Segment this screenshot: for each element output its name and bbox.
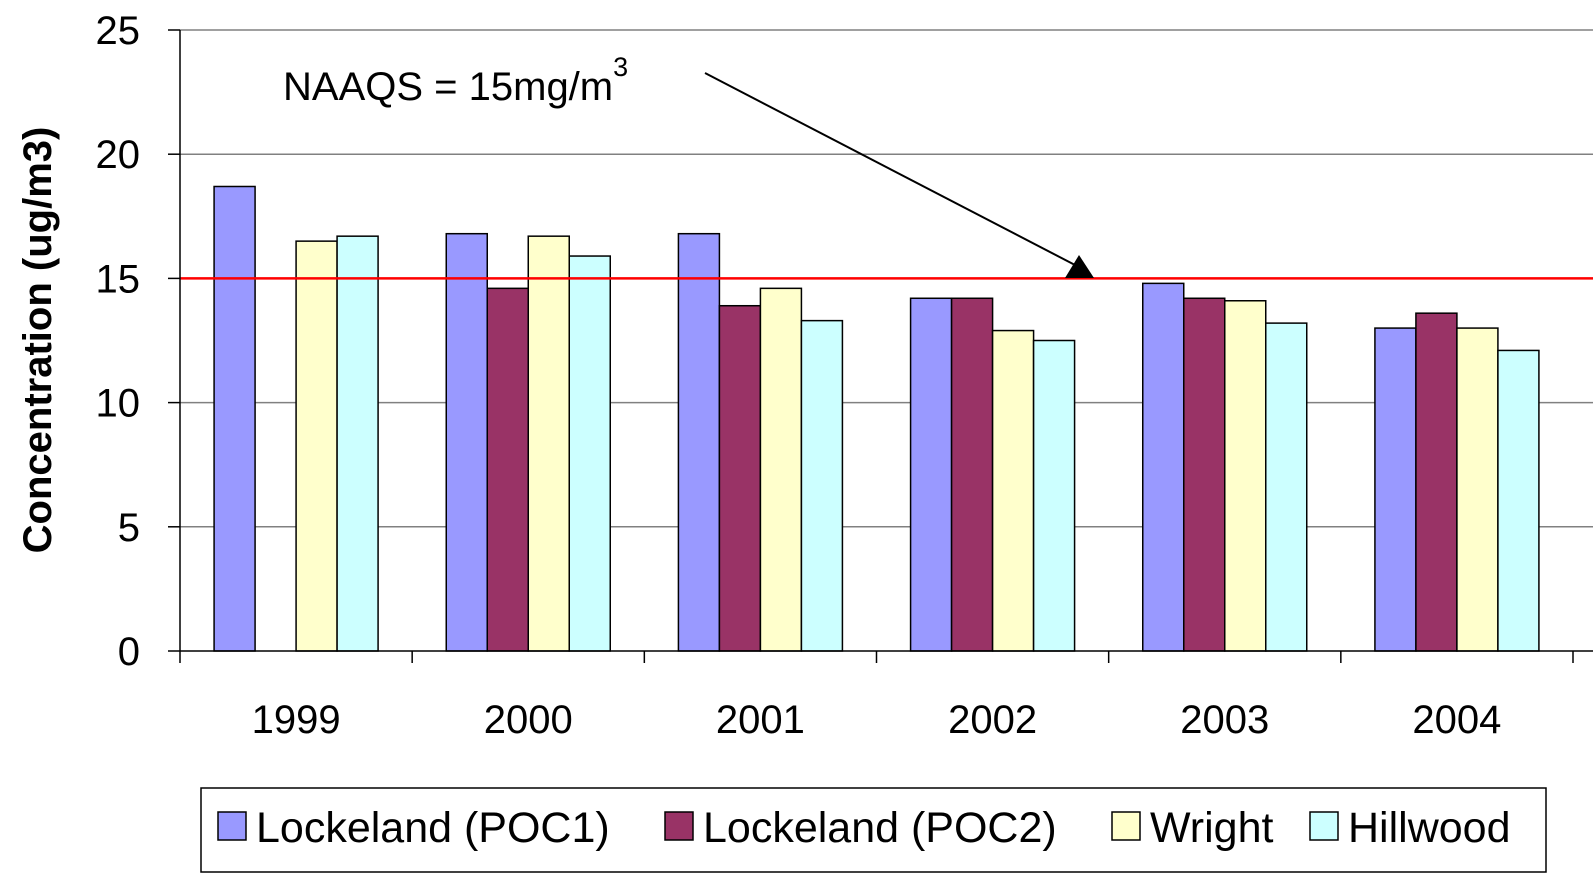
bar <box>759 287 803 652</box>
annotation-arrow-head <box>1065 255 1094 278</box>
naaqs-annotation-text: NAAQS = 15mg/m <box>283 65 613 109</box>
naaqs-annotation-superscript: 3 <box>613 52 628 82</box>
bars <box>213 185 1540 652</box>
legend-label: Lockeland (POC2) <box>703 804 1057 852</box>
bar <box>568 255 611 652</box>
bar <box>1374 327 1417 652</box>
bar <box>486 287 529 652</box>
x-tick-label: 2004 <box>1412 698 1501 742</box>
annotation-arrow-line <box>704 72 1076 266</box>
y-tick-label: 5 <box>118 506 140 550</box>
bar <box>295 240 338 652</box>
y-axis-ticks: 0 5 10 15 20 25 <box>96 9 180 674</box>
bar <box>1456 327 1499 652</box>
x-tick-label: 1999 <box>252 698 341 742</box>
x-tick-label: 2000 <box>484 698 573 742</box>
bar <box>1497 349 1540 652</box>
legend-label: Lockeland (POC1) <box>256 804 610 852</box>
bar <box>800 319 844 652</box>
x-tick-label: 2003 <box>1180 698 1269 742</box>
y-axis-title: Concentration (ug/m3) <box>16 127 60 554</box>
bar <box>1415 312 1458 652</box>
bar <box>527 235 570 652</box>
legend-label: Wright <box>1150 804 1274 852</box>
y-tick-label: 0 <box>118 630 140 674</box>
bar <box>718 304 762 652</box>
bar <box>336 235 379 652</box>
bar <box>991 329 1035 652</box>
bar <box>1142 282 1185 652</box>
legend-swatch <box>1309 811 1339 841</box>
y-tick-label: 20 <box>96 133 141 177</box>
y-tick-label: 15 <box>96 257 141 301</box>
bar <box>1224 300 1267 652</box>
x-axis-ticks: 1999 2000 2001 2002 2003 2004 <box>179 651 1574 742</box>
legend-swatch <box>664 811 694 841</box>
legend: Lockeland (POC1) Lockeland (POC2) Wright Hi… <box>200 787 1547 873</box>
bar <box>677 232 721 652</box>
bar <box>909 297 953 652</box>
bar <box>1183 297 1226 652</box>
naaqs-annotation: NAAQS = 15mg/m3 <box>283 52 628 109</box>
y-tick-label: 10 <box>96 382 141 426</box>
y-tick-label: 25 <box>96 9 141 53</box>
legend-label: Hillwood <box>1348 804 1511 852</box>
legend-swatch <box>1111 811 1141 841</box>
x-tick-label: 2002 <box>948 698 1037 742</box>
x-tick-label: 2001 <box>716 698 805 742</box>
bar <box>213 185 256 652</box>
bar <box>950 297 994 652</box>
bar <box>1032 339 1076 652</box>
legend-swatch <box>217 811 247 841</box>
bar <box>1265 322 1308 652</box>
bar <box>445 232 488 652</box>
